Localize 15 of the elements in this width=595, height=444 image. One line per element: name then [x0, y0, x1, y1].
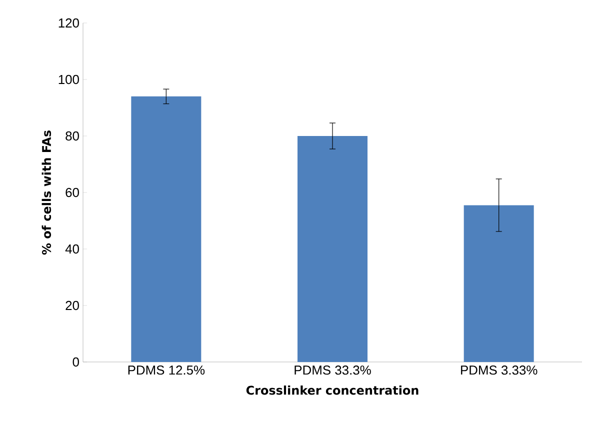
bar — [464, 205, 534, 362]
y-axis-title: % of cells with FAs — [42, 130, 52, 255]
y-tick-label: 0 — [72, 357, 79, 367]
x-tick-label: PDMS 33.3% — [294, 366, 371, 375]
y-tick-label: 100 — [58, 74, 79, 84]
y-tick-label: 80 — [66, 131, 79, 141]
bar — [131, 96, 202, 362]
x-tick-label: PDMS 3.33% — [461, 366, 538, 375]
x-tick-label: PDMS 12.5% — [128, 366, 205, 375]
y-tick-label: 20 — [66, 300, 79, 310]
y-tick-label: 60 — [66, 188, 79, 198]
y-tick-label: 120 — [58, 18, 79, 28]
bar — [298, 136, 368, 362]
y-tick-label: 40 — [65, 244, 79, 254]
x-axis-title: Crosslinker concentration — [246, 386, 418, 395]
